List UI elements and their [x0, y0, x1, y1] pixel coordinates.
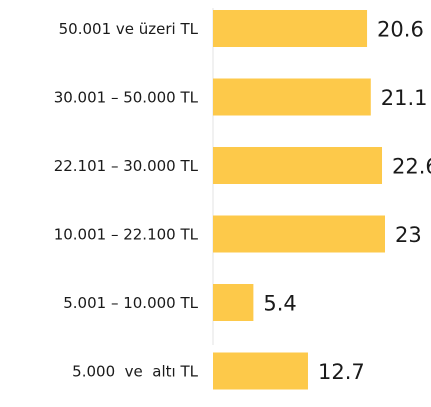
bar: [213, 284, 254, 321]
value-label: 20.6: [377, 18, 424, 42]
value-label: 5.4: [263, 292, 296, 316]
value-label: 12.7: [318, 360, 365, 384]
value-label: 21.1: [381, 86, 428, 110]
category-label: 5.000 ve altı TL: [72, 363, 198, 381]
category-label: 10.001 – 22.100 TL: [54, 226, 199, 244]
bar: [213, 78, 371, 116]
value-label: 23: [395, 223, 422, 247]
category-label: 22.101 – 30.000 TL: [54, 157, 199, 175]
bar: [213, 147, 383, 184]
category-label: 50.001 ve üzeri TL: [59, 20, 199, 38]
category-label: 5.001 – 10.000 TL: [63, 294, 198, 312]
bar: [213, 215, 385, 253]
bar: [213, 352, 308, 390]
bar: [213, 10, 368, 47]
value-label: 22.6: [392, 155, 431, 179]
category-label: 30.001 – 50.000 TL: [54, 89, 199, 107]
